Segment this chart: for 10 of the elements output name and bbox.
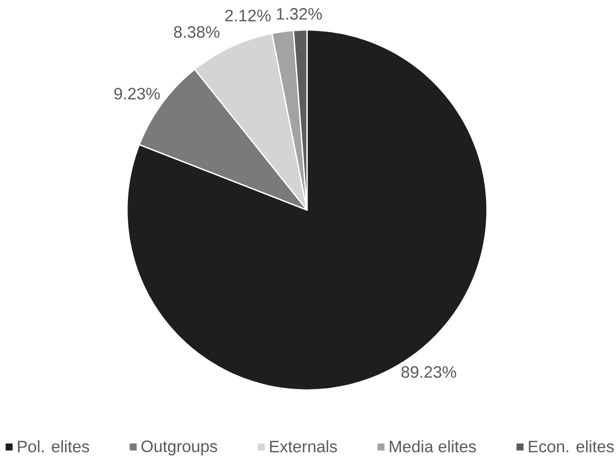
- legend-label: Outgroups: [141, 440, 218, 456]
- data-label: 2.12%: [225, 10, 271, 22]
- legend-label: Media elites: [390, 440, 476, 452]
- data-label: 9.23%: [114, 88, 160, 100]
- legend-label: Econ. elites: [528, 440, 614, 452]
- legend-label: Externals: [270, 440, 337, 452]
- legend-label: Pol. elites: [18, 440, 90, 452]
- data-label: 1.32%: [276, 8, 322, 20]
- data-label: 8.38%: [174, 26, 220, 38]
- data-label: 89.23%: [401, 366, 456, 378]
